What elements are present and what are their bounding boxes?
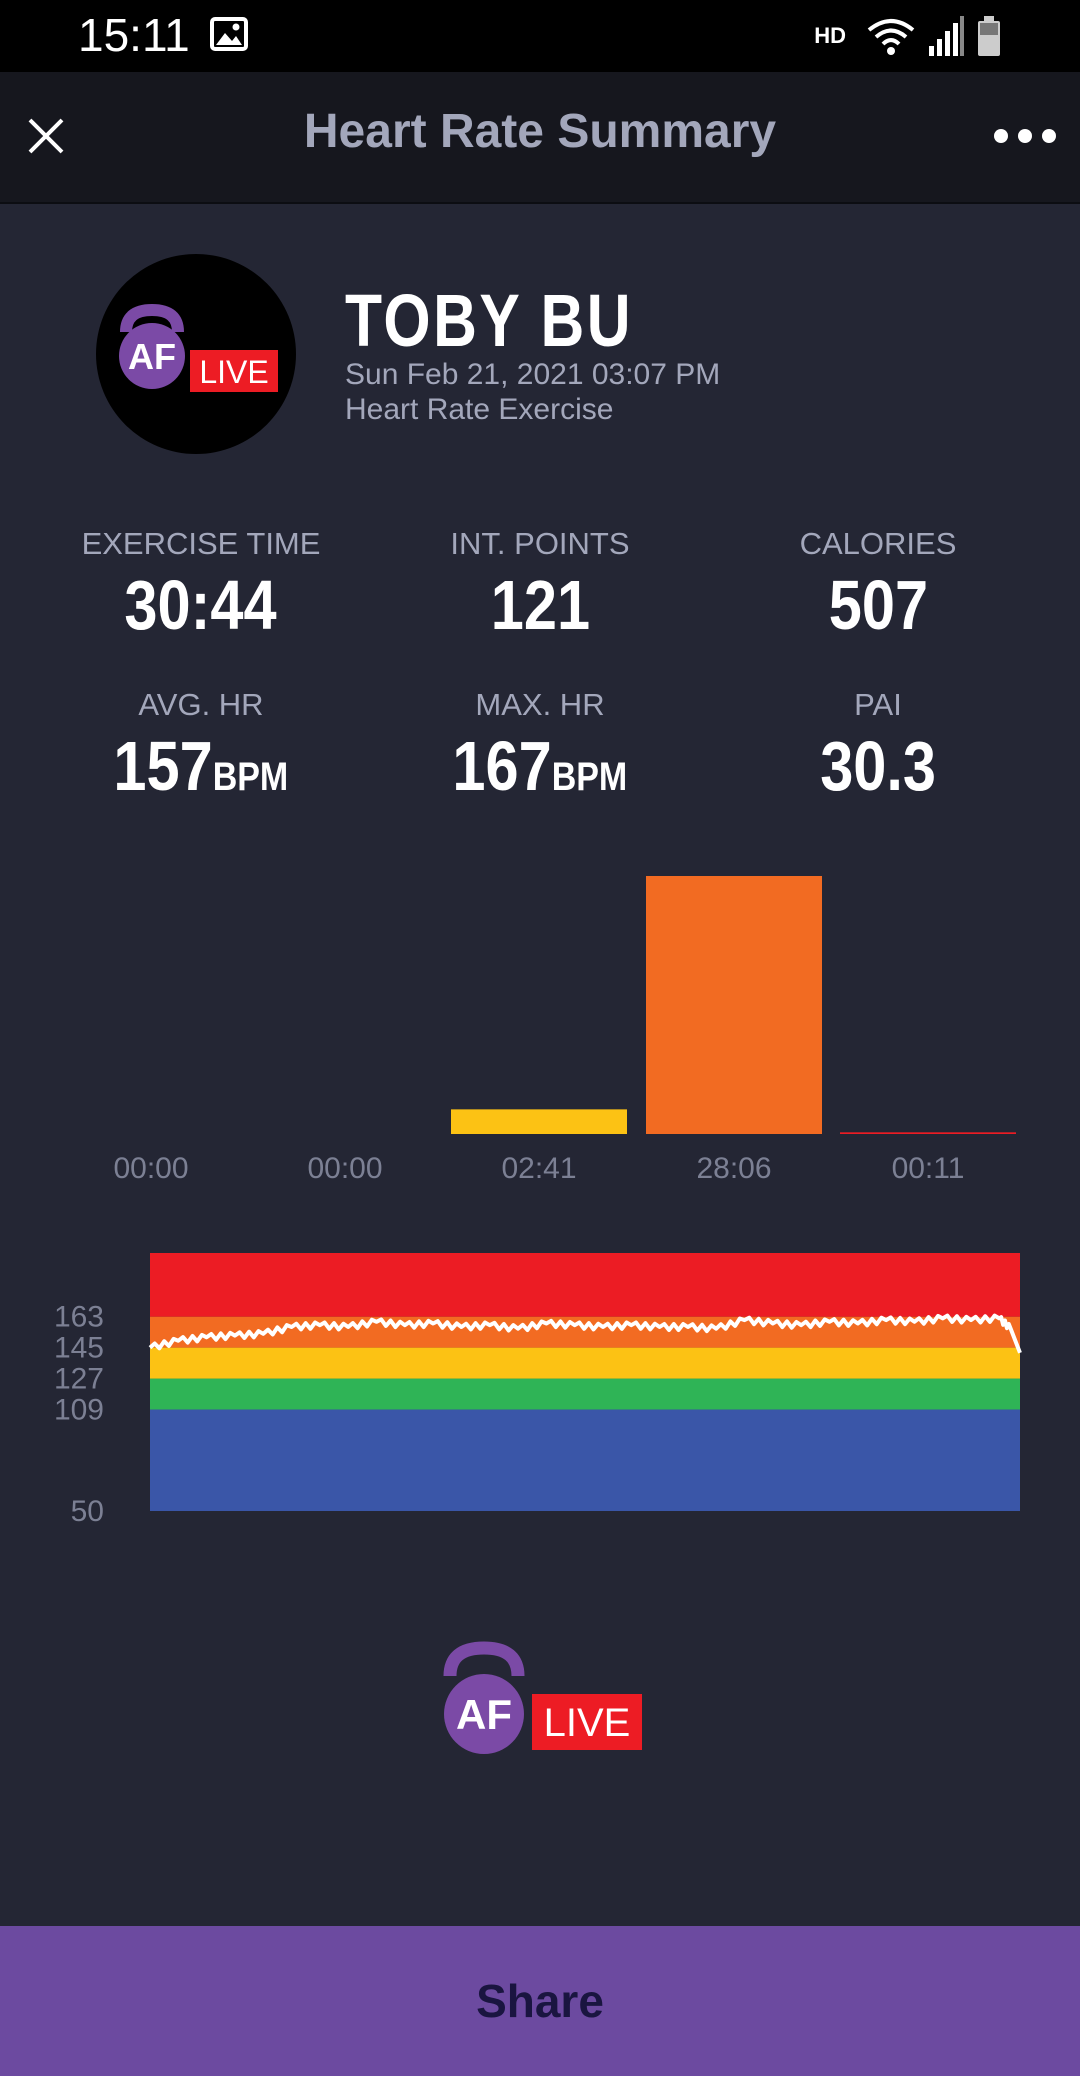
stat-value: 121 [490, 566, 590, 644]
hr-zone-band [150, 1378, 1020, 1410]
profile-name: TOBY BU [345, 279, 634, 362]
logo-brand: AF [456, 1691, 512, 1738]
stat-exercise-time: EXERCISE TIME 30:44 [31, 526, 371, 640]
hr-zone-band [150, 1409, 1020, 1511]
status-time: 15:11 [78, 9, 190, 61]
page-title: Heart Rate Summary [303, 105, 777, 158]
stat-value: 30.3 [820, 727, 936, 805]
stat-avg-hr: AVG. HR 157BPM [31, 687, 371, 801]
logo-badge: LIVE [199, 354, 268, 390]
stat-pai: PAI 30.3 [708, 687, 1048, 801]
workout-type: Heart Rate Exercise [345, 393, 614, 426]
zone-time-label: 00:00 [307, 1152, 382, 1180]
kettlebell-icon [443, 1641, 525, 1754]
signal-icon [929, 16, 964, 56]
stat-max-hr: MAX. HR 167BPM [370, 687, 710, 801]
hr-axis-label: 163 [54, 1301, 104, 1334]
hr-axis-label: 50 [71, 1495, 104, 1528]
stat-value: 507 [828, 566, 928, 644]
stat-calories: CALORIES 507 [708, 526, 1048, 640]
hr-axis-label: 109 [54, 1394, 104, 1427]
stat-label: EXERCISE TIME [81, 526, 321, 561]
more-options-button[interactable] [994, 124, 1056, 148]
logo-brand: AF [128, 336, 176, 377]
logo-badge: LIVE [544, 1701, 631, 1745]
zone-time-chart: 00:00 00:00 02:41 28:06 00:11 [113, 876, 1016, 1180]
gallery-icon [210, 17, 248, 51]
stat-value: 157 [113, 727, 213, 805]
stat-int-points: INT. POINTS 121 [370, 526, 710, 640]
battery-icon [978, 16, 1000, 56]
stat-value: 30:44 [124, 566, 278, 644]
stat-label: MAX. HR [475, 687, 605, 722]
stat-value-wrap: 157BPM [114, 731, 289, 801]
hr-axis-label: 145 [54, 1332, 104, 1365]
avatar: AF LIVE [96, 254, 296, 454]
share-button[interactable]: Share [0, 1926, 1080, 2076]
stat-value: 167 [452, 727, 552, 805]
hd-label: HD [814, 23, 846, 48]
stat-unit: BPM [212, 755, 289, 799]
stat-label: CALORIES [799, 526, 957, 561]
dot-icon [1042, 129, 1056, 143]
hr-axis-label: 127 [54, 1363, 104, 1396]
zone-bar [451, 1109, 627, 1134]
af-live-logo: AF LIVE [119, 303, 278, 392]
stat-value-wrap: 167BPM [453, 731, 628, 801]
wifi-icon [867, 19, 915, 55]
stat-label: PAI [854, 687, 902, 722]
zone-time-label: 00:00 [113, 1152, 188, 1180]
workout-date: Sun Feb 21, 2021 03:07 PM [345, 358, 721, 391]
zone-time-label: 02:41 [501, 1152, 576, 1180]
status-bar: 15:11 HD [0, 0, 1080, 72]
live-badge-bg [190, 350, 278, 392]
af-live-logo: AF LIVE [443, 1641, 642, 1754]
hr-zone-band [150, 1253, 1020, 1317]
zone-time-label: 28:06 [696, 1152, 771, 1180]
zone-bar [840, 1132, 1016, 1134]
live-badge-bg [532, 1694, 642, 1750]
status-icons: HD [814, 14, 1002, 58]
app-bar: Heart Rate Summary [0, 72, 1080, 204]
zone-time-label: 00:11 [892, 1152, 965, 1180]
close-icon[interactable] [22, 112, 70, 160]
stat-label: INT. POINTS [450, 526, 630, 561]
hr-line [148, 1313, 1022, 1354]
zone-bar [646, 876, 822, 1134]
dot-icon [994, 129, 1008, 143]
stat-unit: BPM [551, 755, 628, 799]
stat-label: AVG. HR [138, 687, 264, 722]
dot-icon [1018, 129, 1032, 143]
hr-zone-band [150, 1347, 1020, 1379]
kettlebell-icon [119, 303, 185, 389]
